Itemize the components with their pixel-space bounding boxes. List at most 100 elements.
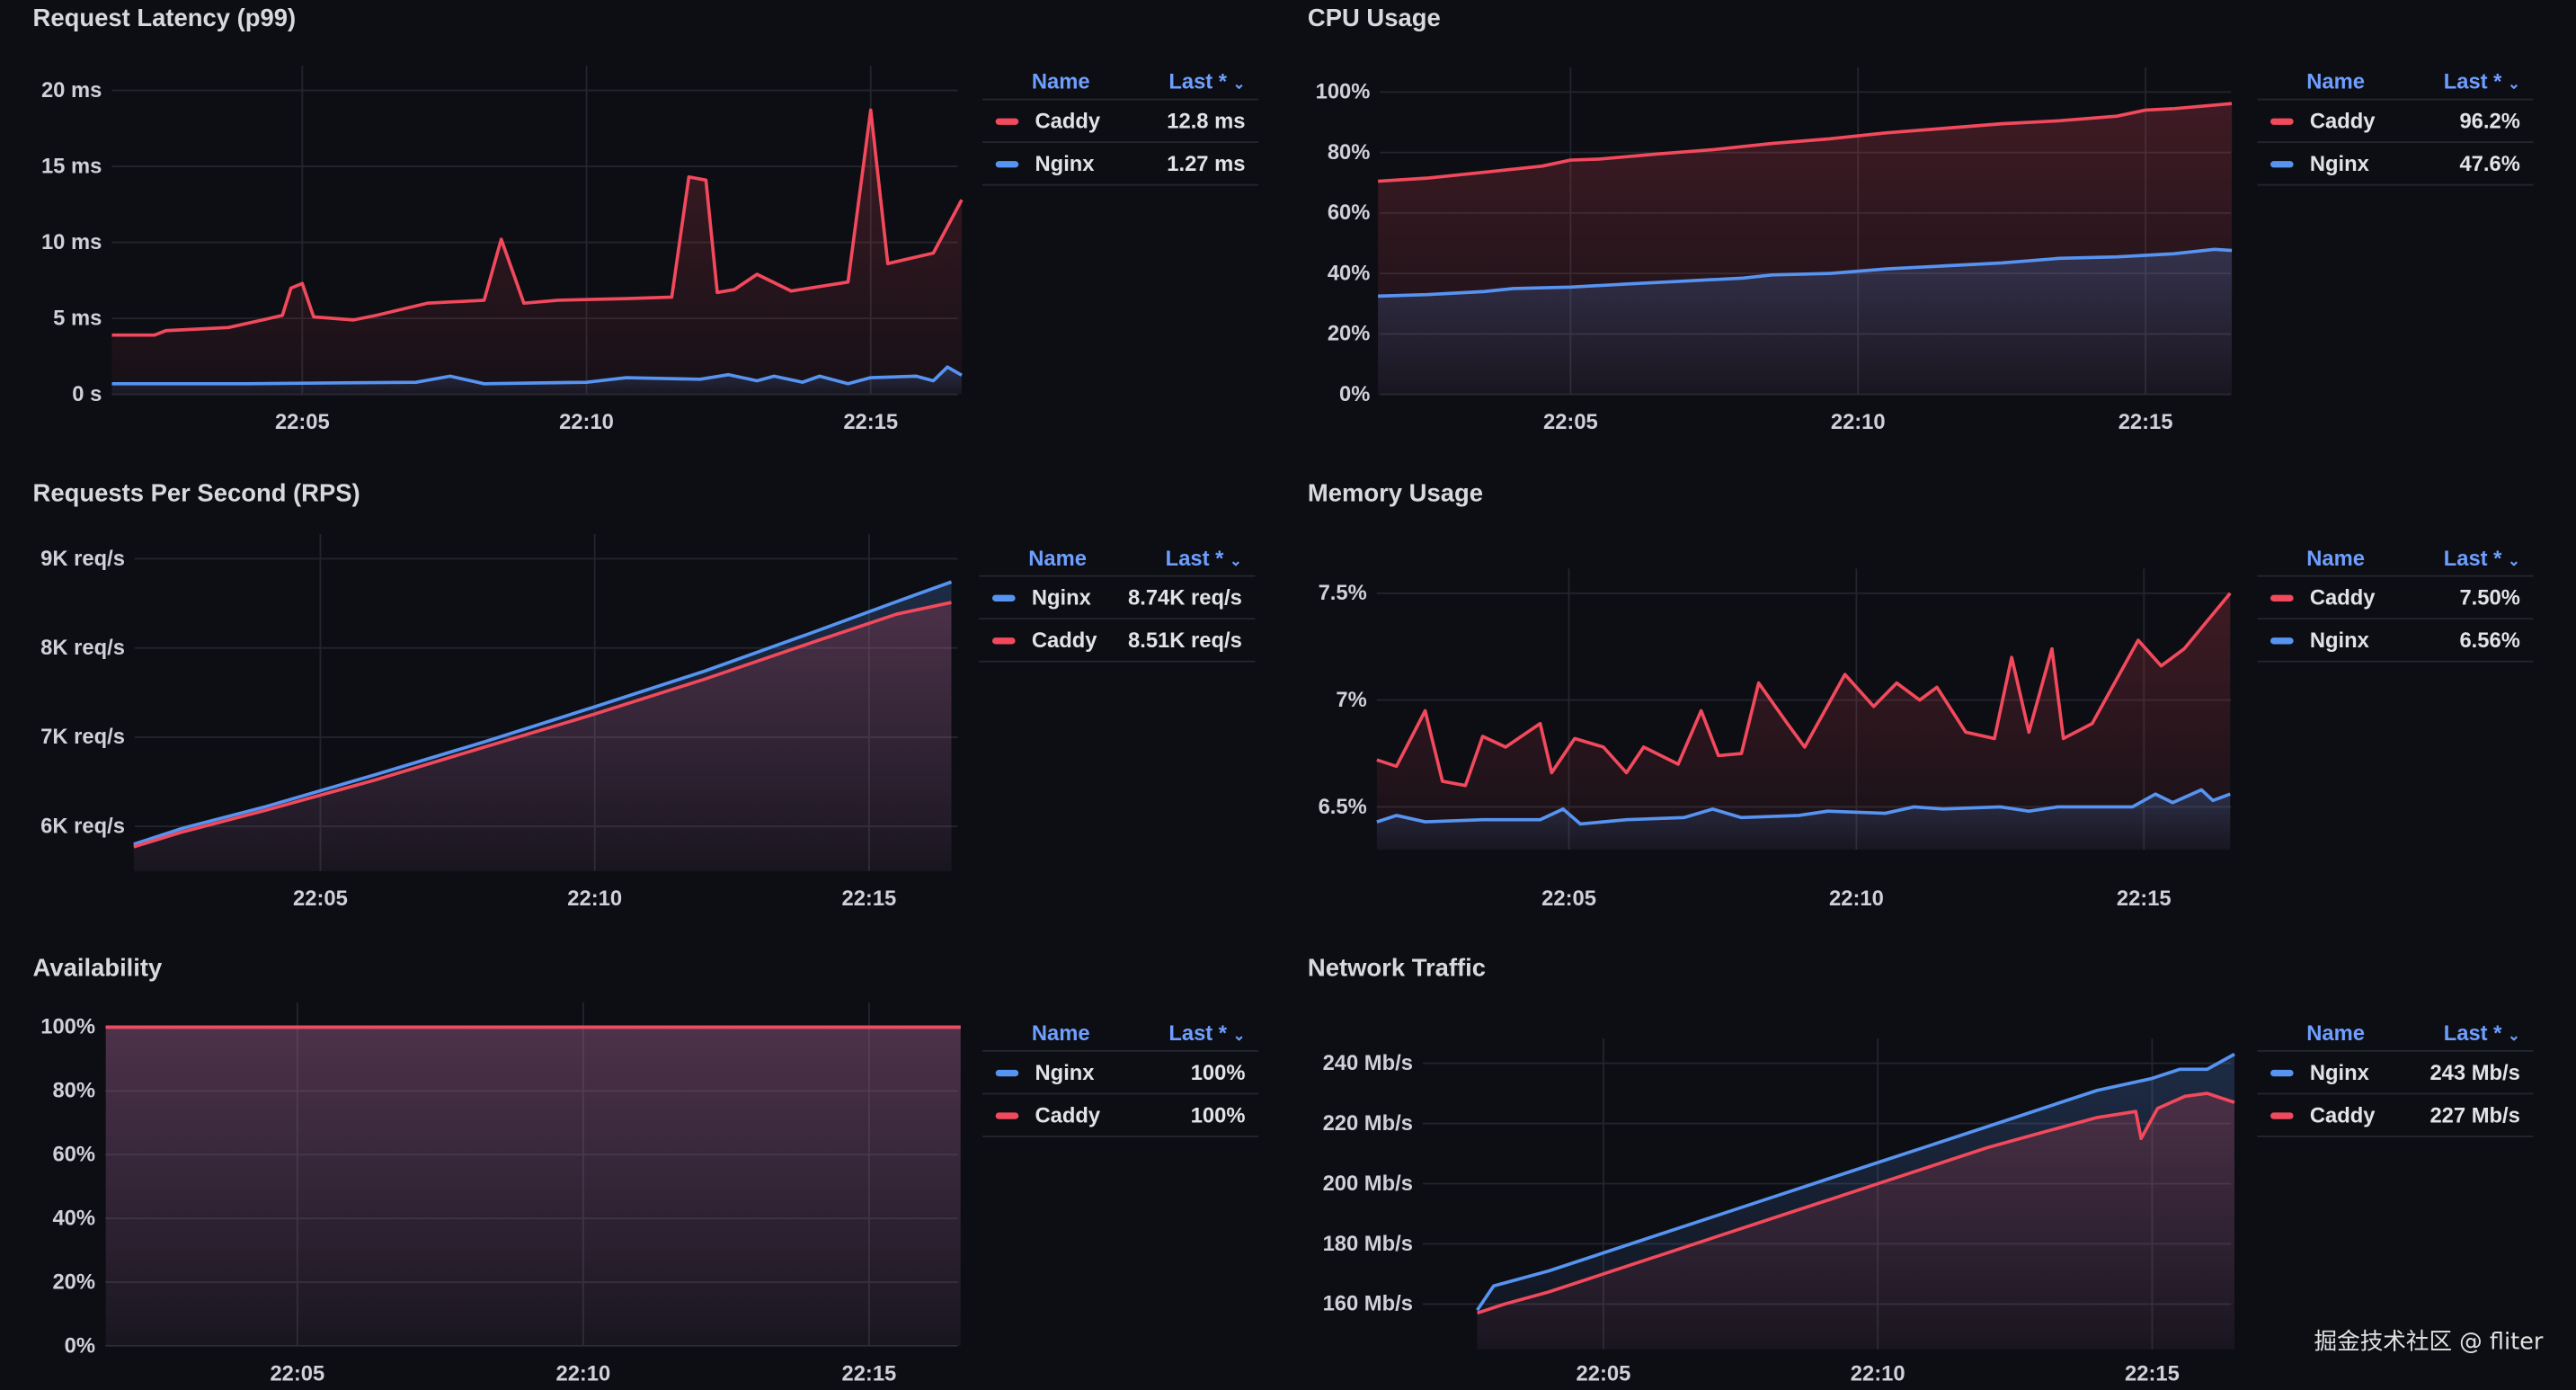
series-color-swatch [2270,637,2294,644]
series-line-nginx [1376,788,2231,826]
panel-title: Requests Per Second (RPS) [32,479,360,508]
legend: Name Last * ⌄ Nginx 243 Mb/s Caddy 227 M… [2257,1014,2534,1137]
legend-header: Name Last * ⌄ [2257,1014,2534,1052]
legend-item[interactable]: Caddy 7.50% [2257,577,2534,620]
legend-name-header[interactable]: Name [2306,67,2365,94]
series-color-swatch [995,117,1019,124]
x-tick-label: 22:15 [2119,410,2173,434]
series-line-nginx [111,365,963,386]
legend-item[interactable]: Caddy 12.8 ms [982,100,1259,144]
legend-item[interactable]: Caddy 8.51K req/s [979,619,1256,663]
legend-header: Name Last * ⌄ [979,539,1256,577]
series-area-nginx [1376,789,2231,850]
legend-item[interactable]: Nginx 1.27 ms [982,143,1259,186]
series-area-caddy [1477,1093,2234,1350]
legend-last-value: 227 Mb/s [2429,1102,2520,1127]
x-tick-label: 22:05 [1577,1361,1631,1386]
legend-series-name: Caddy [2309,584,2376,610]
legend-name-header[interactable]: Name [2306,544,2365,570]
legend-last-value: 8.74K req/s [1128,584,1242,610]
legend-header: Name Last * ⌄ [2257,62,2534,101]
y-tick-label: 7.5% [1319,581,1367,605]
legend-last-header[interactable]: Last * ⌄ [2444,545,2520,569]
legend-last-value: 100% [1190,1059,1246,1085]
legend-item[interactable]: Nginx 243 Mb/s [2257,1052,2534,1095]
series-area-caddy [133,602,952,871]
x-tick-label: 22:05 [293,887,348,911]
series-area-caddy [105,1027,961,1346]
legend-last-label: Last * [2443,67,2502,94]
y-tick-label: 220 Mb/s [1323,1111,1413,1136]
y-tick-label: 80% [1328,140,1371,165]
x-tick-label: 22:15 [843,410,898,434]
legend-last-value: 7.50% [2459,584,2520,610]
x-tick-label: 22:10 [1851,1361,1905,1386]
series-line-nginx [133,580,953,846]
legend-last-header[interactable]: Last * ⌄ [1168,1020,1245,1044]
legend-item[interactable]: Nginx 100% [982,1052,1259,1095]
x-tick-label: 22:10 [555,1361,610,1386]
series-line-nginx [1476,1052,2235,1312]
legend-last-value: 100% [1190,1102,1246,1127]
legend-name-header[interactable]: Name [2306,1020,2365,1045]
legend-item[interactable]: Nginx 47.6% [2257,143,2534,186]
series-line-caddy [133,601,952,849]
y-tick-label: 6.5% [1319,795,1367,819]
chart-panel-2: 6K req/s 7K req/s 8K req/s 9K req/s 22:05 22:… [40,534,958,911]
y-tick-label: 240 Mb/s [1323,1051,1413,1075]
series-color-swatch [991,637,1016,644]
legend-item[interactable]: Caddy 96.2% [2257,100,2534,144]
panel-title: CPU Usage [1307,4,1441,33]
legend-last-value: 8.51K req/s [1128,628,1242,653]
x-tick-label: 22:05 [1543,410,1598,434]
legend-last-value: 96.2% [2459,108,2520,134]
legend: Name Last * ⌄ Caddy 7.50% Nginx 6.56% [2257,539,2534,663]
series-line-caddy [1476,1092,2235,1315]
chart-panel-4: 0% 20% 40% 60% 80% 100% 22:05 22:10 22:15 [40,1002,961,1386]
legend-last-label: Last * [2443,544,2502,570]
y-tick-label: 40% [1328,261,1371,285]
legend-name-header[interactable]: Name [1028,544,1087,570]
y-tick-label: 9K req/s [40,547,125,571]
legend-last-value: 6.56% [2459,628,2520,653]
legend-last-header[interactable]: Last * ⌄ [1166,545,1242,569]
y-tick-label: 0% [65,1333,95,1358]
legend-item[interactable]: Caddy 100% [982,1094,1259,1137]
y-tick-label: 20% [1328,322,1371,346]
legend-last-label: Last * [1165,544,1224,570]
legend-item[interactable]: Nginx 6.56% [2257,619,2534,663]
legend-last-header[interactable]: Last * ⌄ [1168,68,1245,93]
legend-name-header[interactable]: Name [1031,1020,1090,1045]
y-tick-label: 160 Mb/s [1323,1292,1413,1316]
chevron-down-icon: ⌄ [2508,1026,2520,1043]
legend: Name Last * ⌄ Caddy 12.8 ms Nginx 1.27 m… [982,62,1259,186]
series-color-swatch [2270,160,2294,167]
legend-last-header[interactable]: Last * ⌄ [2444,1020,2520,1044]
series-area-caddy [111,110,962,395]
y-tick-label: 6K req/s [40,814,125,838]
legend-last-label: Last * [2443,1020,2502,1045]
legend-series-name: Nginx [1031,584,1091,610]
series-line-caddy [111,108,964,337]
legend-item[interactable]: Caddy 227 Mb/s [2257,1094,2534,1137]
panel-title: Memory Usage [1307,479,1483,508]
series-area-nginx [1378,249,2233,395]
legend: Name Last * ⌄ Nginx 100% Caddy 100% [982,1014,1259,1137]
y-tick-label: 100% [40,1015,95,1039]
legend-series-name: Nginx [2309,628,2369,653]
chevron-down-icon: ⌄ [1232,75,1246,92]
x-tick-label: 22:15 [2125,1361,2180,1386]
x-tick-label: 22:10 [567,887,622,911]
legend-last-header[interactable]: Last * ⌄ [2444,68,2520,93]
chevron-down-icon: ⌄ [2508,75,2520,92]
legend-last-value: 1.27 ms [1167,151,1246,176]
legend-name-header[interactable]: Name [1031,67,1090,94]
chevron-down-icon: ⌄ [2508,551,2520,568]
chevron-down-icon: ⌄ [1230,551,1242,568]
legend-last-value: 243 Mb/s [2429,1059,2520,1085]
legend-header: Name Last * ⌄ [2257,539,2534,577]
legend-series-name: Nginx [1035,1059,1095,1085]
legend-item[interactable]: Nginx 8.74K req/s [979,577,1256,620]
x-tick-label: 22:15 [842,1361,897,1386]
